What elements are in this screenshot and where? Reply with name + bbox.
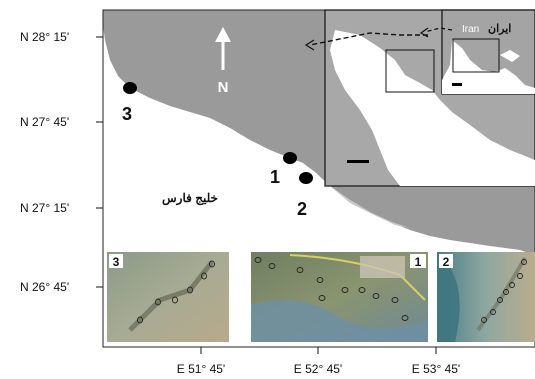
photo-2-water [437,252,460,342]
iran-label-fa: ایران [488,23,511,35]
photo-2-sample-points [481,259,527,323]
latitude-axis [96,36,103,288]
site-label-1: 1 [270,167,280,187]
site-dot-1 [283,152,297,164]
site-label-2: 2 [297,199,307,219]
lon-tick-3: E 53° 45' [412,362,460,376]
arrowhead-regional [304,39,315,51]
arrowhead-country [419,27,429,38]
photo-inset-3: 3 [107,252,229,342]
inset-regional-bay [380,90,420,130]
main-frame [102,9,535,348]
site-dot-3 [123,82,137,94]
iran-label-en: Iran [462,24,479,35]
inset-country-gulf [500,50,520,62]
photo-3-label: 3 [113,255,120,269]
lon-tick-2: E 52° 45' [294,362,342,376]
photo-3-channel [128,260,214,332]
scale-bar-regional [347,160,369,163]
study-sites: 3 1 2 [122,82,313,219]
lat-tick-2: N 27° 45' [20,115,69,129]
inset-country-extent-box [452,38,500,73]
photo-1-label: 1 [415,255,422,269]
photo-1-settlement [360,256,405,278]
gulf-label: خليج فارس [162,191,218,206]
inset-regional-extent-box [385,49,435,93]
dashed-pointer-regional [309,32,428,46]
scale-bar-country [452,83,462,86]
north-arrow: N [215,27,231,96]
photo-2-channel [476,256,527,332]
photo-1-water [251,299,428,342]
inset-regional-sea [330,30,535,186]
photo-3-sample-points [137,260,215,324]
north-arrow-icon [215,27,231,42]
lon-tick-1: E 51° 45' [177,362,225,376]
inset-country-sea [442,40,535,94]
site-dot-2 [299,172,313,184]
lat-tick-1: N 28° 15' [20,30,69,44]
longitude-axis [200,347,437,354]
photo-inset-2: 2 [437,252,535,342]
photo-inset-1: 1 [251,252,428,342]
dashed-pointer-country [424,27,453,33]
photo-1-sample-points [254,257,409,321]
photo-2-label: 2 [443,255,450,269]
inset-country-map: Iran ایران [419,9,535,95]
lat-tick-3: N 27° 15' [20,201,69,215]
site-label-3: 3 [122,104,132,124]
north-label: N [218,79,229,96]
lat-tick-4: N 26° 45' [20,280,69,294]
